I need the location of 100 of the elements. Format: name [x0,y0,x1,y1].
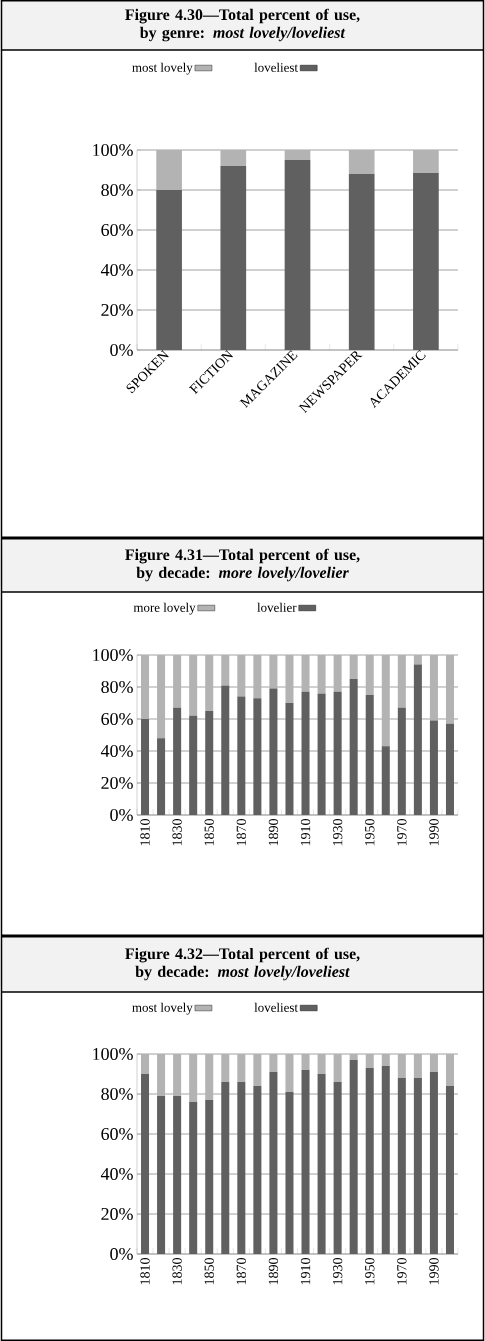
bar [157,738,166,816]
y-tick-label: 20% [101,776,133,790]
bar [157,1054,166,1097]
bar [365,1068,374,1255]
bar [349,655,358,680]
x-tick-label: 1950 [365,1258,375,1285]
y-tick-label: 100% [93,648,133,662]
bar [285,703,294,816]
y-tick-label: 0% [110,1247,133,1261]
bar [269,688,278,816]
x-tick-label: 1870 [236,819,247,846]
bar [317,1054,326,1075]
y-tick-label: 60% [101,1127,133,1141]
chart-title: Figure 4.32—Total percent of use, by decade: most lovely/loveliest [125,947,360,981]
y-tick-label: 80% [101,183,133,197]
legend-label: more lovely [133,602,196,615]
bar [301,691,310,816]
bar [381,1054,390,1067]
x-tick-label: 1910 [300,819,311,846]
bar [333,1082,342,1255]
bar [365,695,374,816]
bar [269,1054,278,1073]
x-tick-label: 1930 [332,1258,343,1285]
y-tick-label: 40% [100,263,133,277]
y-tick-label: 60% [101,712,133,726]
bar [445,1054,454,1087]
bar [333,691,342,816]
bar [333,1054,342,1083]
x-tick-label: 1830 [172,1258,182,1285]
y-tick-label: 80% [101,1087,133,1101]
x-tick-label: 1830 [172,819,182,846]
bar [220,166,247,350]
bar [429,1054,438,1073]
y-tick-label: 100% [93,143,133,157]
x-tick-label: 1930 [332,819,343,846]
y-tick-label: 20% [101,303,133,317]
bar [221,1082,230,1255]
bar [221,655,230,686]
bar [397,707,406,816]
y-tick-label: 60% [101,223,133,237]
bar [301,655,310,692]
bar [413,664,422,816]
x-tick-label: 1990 [429,819,439,846]
bar [237,1054,246,1083]
bar [173,707,182,816]
bar [253,1054,262,1087]
bar [413,655,422,665]
bar [301,1054,310,1071]
bar [348,150,375,174]
y-tick-label: 40% [100,744,133,758]
bar [189,1102,198,1255]
x-tick-label: 1850 [204,1258,214,1285]
bar [141,1054,150,1075]
bar [285,1054,294,1093]
bar [397,655,406,708]
bar [156,150,182,190]
bar [365,655,374,696]
bar [157,1096,166,1255]
bar [285,1092,294,1255]
bar [317,1074,326,1255]
bar [445,723,454,816]
legend-label: loveliest [254,62,298,72]
chart-title: Figure 4.30—Total percent of use, by genre: most lovely/loveliest [125,8,360,42]
x-tick-label: 1990 [429,1258,439,1285]
x-tick-label: 1850 [204,819,214,846]
bar [173,655,182,708]
bar [397,1054,406,1079]
bar [349,679,358,816]
y-tick-label: 80% [101,680,133,694]
bar [237,655,246,697]
x-tick-label: 1910 [300,1258,311,1285]
bar [413,1078,422,1255]
bar [173,1096,182,1255]
bar [301,1070,310,1255]
legend-label: most lovely [132,62,193,75]
bar [429,655,438,721]
bar [317,693,326,816]
bar [189,715,198,816]
bar [205,1100,214,1255]
bar [429,720,438,816]
chart-title: Figure 4.31—Total percent of use, by decade: more lovely/lovelier [125,548,360,582]
legend-label: loveliest [254,1002,298,1012]
y-tick-label: 100% [93,1047,133,1061]
bar [173,1054,182,1097]
bar [205,655,214,712]
y-tick-label: 0% [110,808,133,822]
x-tick-label: 1890 [268,1258,279,1285]
bar [205,711,214,816]
y-tick-label: 40% [100,1167,133,1181]
bar [429,1072,438,1255]
bar [381,746,390,816]
bar [284,150,311,160]
bar [317,655,326,694]
bar [237,696,246,816]
bar [253,1086,262,1255]
x-tick-label: 1870 [236,1258,247,1285]
x-tick-label: 1970 [397,1258,407,1285]
bar [333,655,342,692]
bar [237,1082,246,1255]
bar [284,160,311,350]
